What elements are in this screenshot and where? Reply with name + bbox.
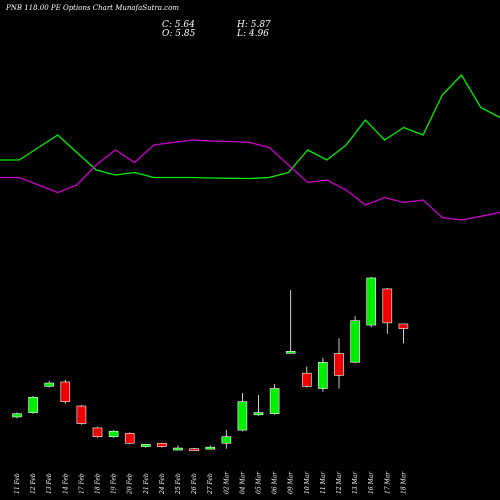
x-tick-label: 13 Feb	[46, 473, 53, 494]
x-tick-label: 17 Mar	[384, 471, 391, 494]
candle-down	[189, 448, 199, 452]
x-tick-label: 12 Feb	[30, 473, 37, 494]
candle-down	[301, 372, 312, 387]
candle-down	[157, 442, 167, 447]
candle-down	[76, 405, 87, 424]
candle-up	[366, 277, 377, 326]
candle-up	[12, 413, 22, 418]
candle-up	[108, 430, 119, 437]
x-axis: 11 Feb 12 Feb 13 Feb 14 Feb 17 Feb 18 Feb 19 F…	[14, 471, 407, 495]
high-value: H: 5.87	[237, 20, 271, 30]
candle-up	[205, 446, 215, 450]
candle-down	[124, 433, 135, 444]
candle-up	[237, 401, 248, 431]
chart-title: PNB 118.00 PE Options Chart MunafaSutra.…	[6, 4, 179, 12]
candle-up	[173, 447, 183, 451]
candle-up	[285, 351, 296, 354]
x-tick-label: 10 Mar	[304, 471, 311, 494]
candles-group	[12, 276, 409, 452]
x-tick-label: 04 Mar	[239, 471, 246, 494]
overlay-line-1	[0, 73, 500, 180]
x-tick-label: 11 Mar	[320, 471, 327, 494]
candle-up	[269, 388, 280, 414]
x-tick-label: 17 Feb	[78, 473, 85, 494]
x-tick-label: 26 Feb	[191, 473, 198, 495]
x-tick-label: 19 Feb	[111, 473, 118, 494]
x-tick-label: 05 Mar	[256, 471, 263, 494]
candle-up	[350, 320, 360, 363]
candle-up	[221, 436, 232, 444]
x-tick-label: 09 Mar	[288, 471, 295, 494]
overlay-lines	[0, 73, 500, 221]
x-tick-label: 24 Feb	[159, 473, 166, 495]
x-tick-label: 13 Mar	[352, 471, 359, 494]
x-tick-label: 11 Feb	[14, 473, 21, 494]
candle-up	[141, 444, 151, 447]
x-tick-label: 06 Mar	[272, 471, 279, 494]
x-tick-label: 27 Feb	[207, 473, 214, 495]
close-value: C: 5.64	[162, 20, 195, 30]
candle-up	[253, 412, 264, 416]
candle-up	[44, 382, 55, 387]
overlay-line-2	[0, 139, 500, 221]
x-tick-label: 02 Mar	[223, 471, 230, 494]
candle-down	[382, 288, 393, 324]
x-tick-label: 12 Mar	[336, 471, 343, 494]
candle-down	[398, 323, 409, 329]
x-tick-label: 25 Feb	[175, 473, 182, 495]
candle-down	[334, 353, 344, 376]
candle-down	[92, 427, 103, 437]
x-tick-label: 18 Feb	[95, 473, 102, 494]
open-value: O: 5.85	[162, 29, 196, 39]
candle-up	[28, 396, 38, 413]
x-tick-label: 20 Feb	[127, 473, 134, 495]
candle-up	[318, 361, 328, 389]
x-tick-label: 16 Mar	[368, 471, 375, 494]
low-value: L: 4.96	[237, 29, 269, 39]
x-tick-label: 14 Feb	[62, 473, 69, 494]
x-tick-label: 21 Feb	[143, 473, 150, 495]
candle-down	[60, 381, 71, 402]
x-tick-label: 18 Mar	[400, 471, 407, 494]
